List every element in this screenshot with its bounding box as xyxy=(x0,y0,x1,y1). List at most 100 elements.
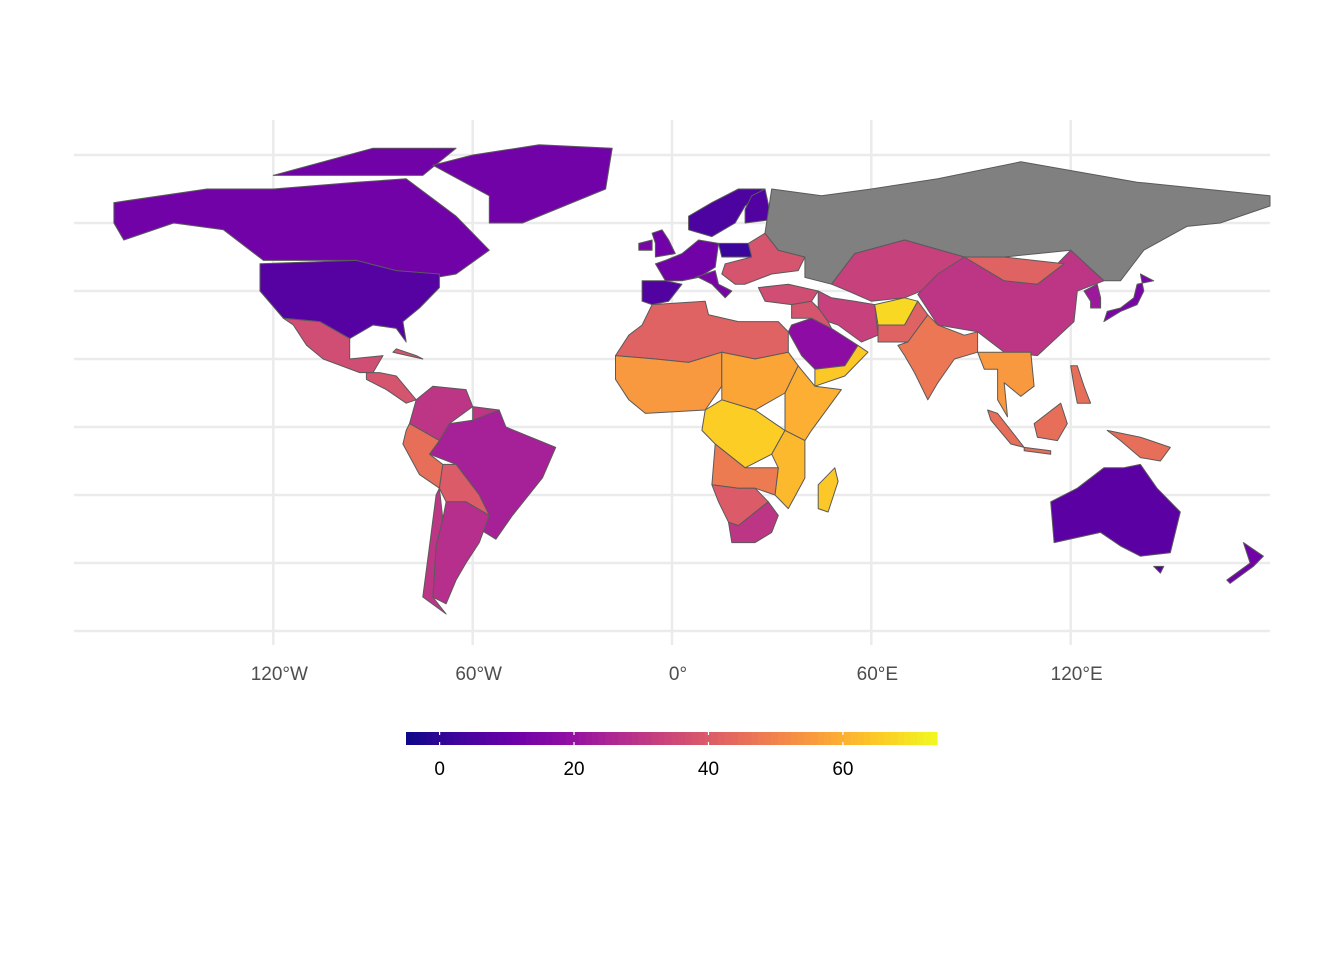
colorbar-segment xyxy=(445,732,454,745)
colorbar-segment xyxy=(890,732,898,745)
colorbar-segment xyxy=(784,732,792,745)
colorbar-segment xyxy=(684,732,693,745)
region xyxy=(784,365,842,442)
region xyxy=(1153,565,1165,574)
colorbar-segment xyxy=(678,732,686,745)
region xyxy=(694,270,733,299)
colorbar-segment xyxy=(618,732,626,745)
colorbar-segment xyxy=(412,732,420,745)
region xyxy=(392,348,424,360)
colorbar-segment xyxy=(804,732,812,745)
region xyxy=(272,147,457,176)
colorbar-segment xyxy=(744,732,752,745)
colorbar-segment xyxy=(837,732,845,745)
colorbar-segment xyxy=(485,732,493,745)
colorbar-segment xyxy=(810,732,819,745)
colorbar-segment xyxy=(406,732,414,745)
colorbar-segment xyxy=(465,732,473,745)
region xyxy=(1023,446,1052,455)
colorbar-segment xyxy=(591,732,600,745)
region xyxy=(1226,542,1264,584)
colorbar-tick-label: 60 xyxy=(832,759,853,780)
colorbar-segment xyxy=(492,732,500,745)
regions xyxy=(113,144,1271,615)
x-tick-label: 0° xyxy=(669,664,687,685)
region xyxy=(641,280,683,306)
region xyxy=(718,242,753,258)
colorbar-segment xyxy=(764,732,772,745)
colorbar-tick-label: 20 xyxy=(563,759,584,780)
colorbar-segment xyxy=(505,732,513,745)
colorbar-segment xyxy=(671,732,679,745)
region xyxy=(987,409,1025,448)
colorbar-segment xyxy=(717,732,726,745)
colorbar-tick-label: 40 xyxy=(698,759,719,780)
colorbar-segment xyxy=(737,732,746,745)
colorbar xyxy=(406,732,938,745)
region xyxy=(259,259,440,343)
colorbar-segment xyxy=(425,732,434,745)
colorbar-segment xyxy=(525,732,533,745)
x-tick-label: 120°W xyxy=(251,664,308,685)
colorbar-segment xyxy=(731,732,739,745)
colorbar-segment xyxy=(479,732,487,745)
colorbar-segment xyxy=(790,732,799,745)
colorbar-segment xyxy=(644,732,653,745)
colorbar-segment xyxy=(711,732,719,745)
region xyxy=(977,351,1035,418)
colorbar-segment xyxy=(571,732,580,745)
region xyxy=(817,467,839,513)
region xyxy=(1070,365,1092,404)
region xyxy=(615,300,789,363)
colorbar-segment xyxy=(518,732,527,745)
region xyxy=(638,239,653,251)
colorbar-segment xyxy=(704,732,712,745)
colorbar-segment xyxy=(452,732,460,745)
x-tick-label: 60°W xyxy=(455,664,502,685)
colorbar-segment xyxy=(797,732,805,745)
region xyxy=(1083,283,1102,309)
region xyxy=(651,229,676,258)
colorbar-segment xyxy=(817,732,825,745)
region xyxy=(1033,402,1068,442)
colorbar-segment xyxy=(698,732,706,745)
region xyxy=(1050,463,1181,557)
region xyxy=(432,144,613,224)
colorbar-segment xyxy=(930,732,938,745)
colorbar-segment xyxy=(598,732,606,745)
colorbar-segment xyxy=(538,732,546,745)
colorbar-segment xyxy=(638,732,646,745)
x-tick-label: 120°E xyxy=(1051,664,1103,685)
colorbar-segment xyxy=(777,732,785,745)
colorbar-segment xyxy=(585,732,593,745)
colorbar-segment xyxy=(824,732,832,745)
colorbar-segment xyxy=(883,732,892,745)
colorbar-segment xyxy=(472,732,480,745)
region xyxy=(1106,429,1171,462)
colorbar-segment xyxy=(439,732,447,745)
colorbar-segment xyxy=(903,732,912,745)
colorbar-segment xyxy=(830,732,839,745)
colorbar-segment xyxy=(850,732,858,745)
colorbar-segment xyxy=(552,732,560,745)
colorbar-segment xyxy=(611,732,619,745)
colorbar-segment xyxy=(605,732,613,745)
region xyxy=(422,487,447,615)
colorbar-segment xyxy=(751,732,759,745)
colorbar-segment xyxy=(512,732,520,745)
colorbar-segment xyxy=(691,732,699,745)
colorbar-segment xyxy=(923,732,931,745)
region xyxy=(764,161,1271,285)
region xyxy=(963,256,1065,285)
colorbar-segment xyxy=(432,732,440,745)
colorbar-segment xyxy=(498,732,507,745)
colorbar-segment xyxy=(724,732,732,745)
region xyxy=(654,239,719,282)
x-tick-label: 60°E xyxy=(857,664,898,685)
colorbar-segment xyxy=(651,732,659,745)
colorbar-segment xyxy=(857,732,865,745)
region xyxy=(615,351,723,414)
colorbar-segment xyxy=(565,732,573,745)
colorbar-segment xyxy=(625,732,633,745)
